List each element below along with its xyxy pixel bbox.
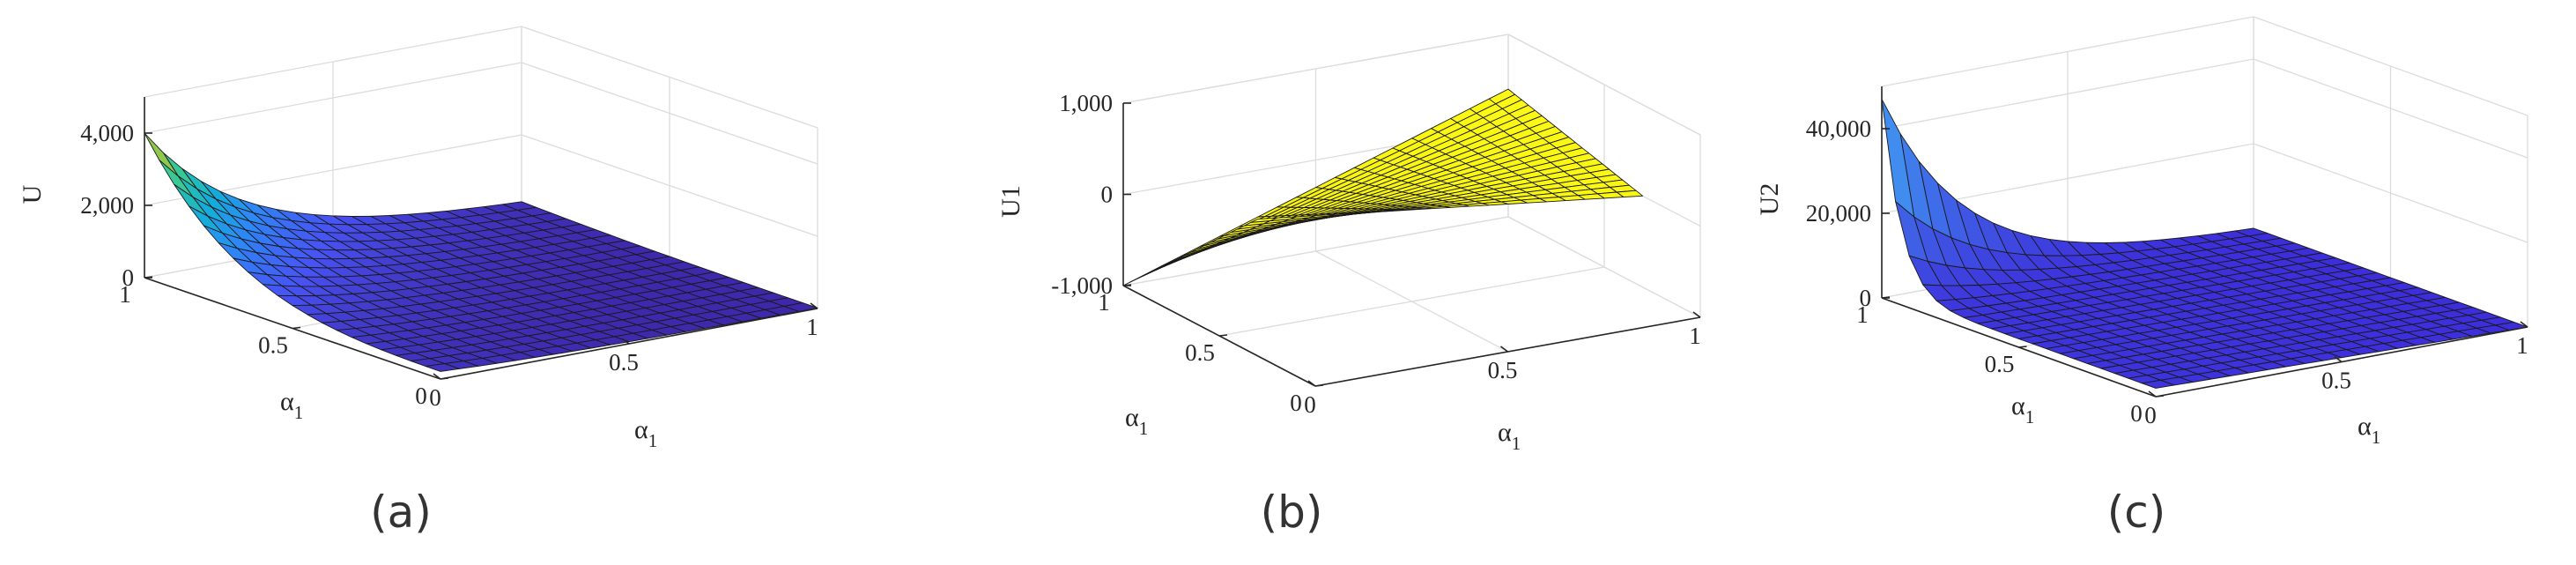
x-tick-mark xyxy=(2520,321,2528,328)
y-axis-label: α1 xyxy=(1125,403,1148,439)
x-tick-label: 0.5 xyxy=(2321,368,2351,394)
x-tick-mark xyxy=(621,338,630,345)
x-tick-label: 0.5 xyxy=(609,349,639,375)
z-axis-label: U xyxy=(18,184,47,204)
y-tick-mark xyxy=(1218,334,1228,337)
surface xyxy=(1122,88,1644,286)
y-tick-label: 0.5 xyxy=(1185,339,1215,366)
z-tick-label: 0 xyxy=(122,264,135,291)
x-tick-label: 1 xyxy=(806,314,818,340)
surface xyxy=(1881,98,2528,389)
y-tick-label: 1 xyxy=(1856,301,1869,328)
y-tick-label: 0 xyxy=(415,383,427,409)
x-axis-label: α1 xyxy=(2358,412,2380,448)
surface-patch xyxy=(1250,217,1277,223)
x-tick-mark xyxy=(2334,355,2343,363)
y-tick-label: 1 xyxy=(119,281,131,308)
y-tick-label: 0 xyxy=(1290,390,1302,416)
z-tick-label: 0 xyxy=(1860,285,1872,311)
y-tick-mark xyxy=(1314,384,1324,387)
surface xyxy=(144,132,818,372)
y-tick-mark xyxy=(440,377,449,380)
surface-patch xyxy=(425,363,460,372)
x-tick-mark xyxy=(433,373,441,380)
z-tick-label: 0 xyxy=(1101,182,1114,208)
panel-label: (b) xyxy=(1261,487,1323,538)
z-tick-label: -1,000 xyxy=(1051,272,1113,299)
z-axis-label: U1 xyxy=(996,185,1025,218)
x-tick-mark xyxy=(810,302,818,309)
y-axis-label: α1 xyxy=(2011,391,2034,427)
x-axis-label: α1 xyxy=(1498,418,1521,454)
y-tick-mark xyxy=(292,326,301,330)
x-tick-label: 1 xyxy=(2516,332,2528,359)
x-tick-mark xyxy=(1307,380,1316,387)
z-tick-label: 1,000 xyxy=(1059,90,1113,116)
surface-patch xyxy=(2141,379,2175,389)
y-tick-label: 1 xyxy=(1098,289,1110,316)
y-tick-mark xyxy=(2018,346,2027,348)
z-tick-label: 20,000 xyxy=(1806,200,1871,227)
panel-label: (c) xyxy=(2107,487,2166,538)
surface-patch xyxy=(144,132,179,177)
y-tick-label: 0 xyxy=(2130,400,2143,427)
y-axis-label: α1 xyxy=(280,387,303,423)
x-tick-mark xyxy=(2148,390,2157,398)
panel-label: (a) xyxy=(370,487,432,538)
z-tick-label: 4,000 xyxy=(80,120,134,146)
x-tick-label: 0.5 xyxy=(1488,357,1518,383)
x-tick-label: 1 xyxy=(1689,323,1701,349)
x-tick-label: 0 xyxy=(1304,391,1316,418)
z-axis-label: U2 xyxy=(1755,183,1784,216)
x-tick-label: 0 xyxy=(429,384,441,411)
x-tick-mark xyxy=(1500,346,1508,353)
y-tick-mark xyxy=(2155,395,2165,398)
y-tick-label: 0.5 xyxy=(1985,351,2015,377)
x-tick-label: 0 xyxy=(2144,402,2157,428)
x-tick-mark xyxy=(1692,311,1701,318)
y-tick-label: 0.5 xyxy=(258,332,288,359)
x-axis-label: α1 xyxy=(634,415,657,451)
z-tick-label: 40,000 xyxy=(1806,115,1871,142)
z-tick-label: 2,000 xyxy=(80,192,134,219)
